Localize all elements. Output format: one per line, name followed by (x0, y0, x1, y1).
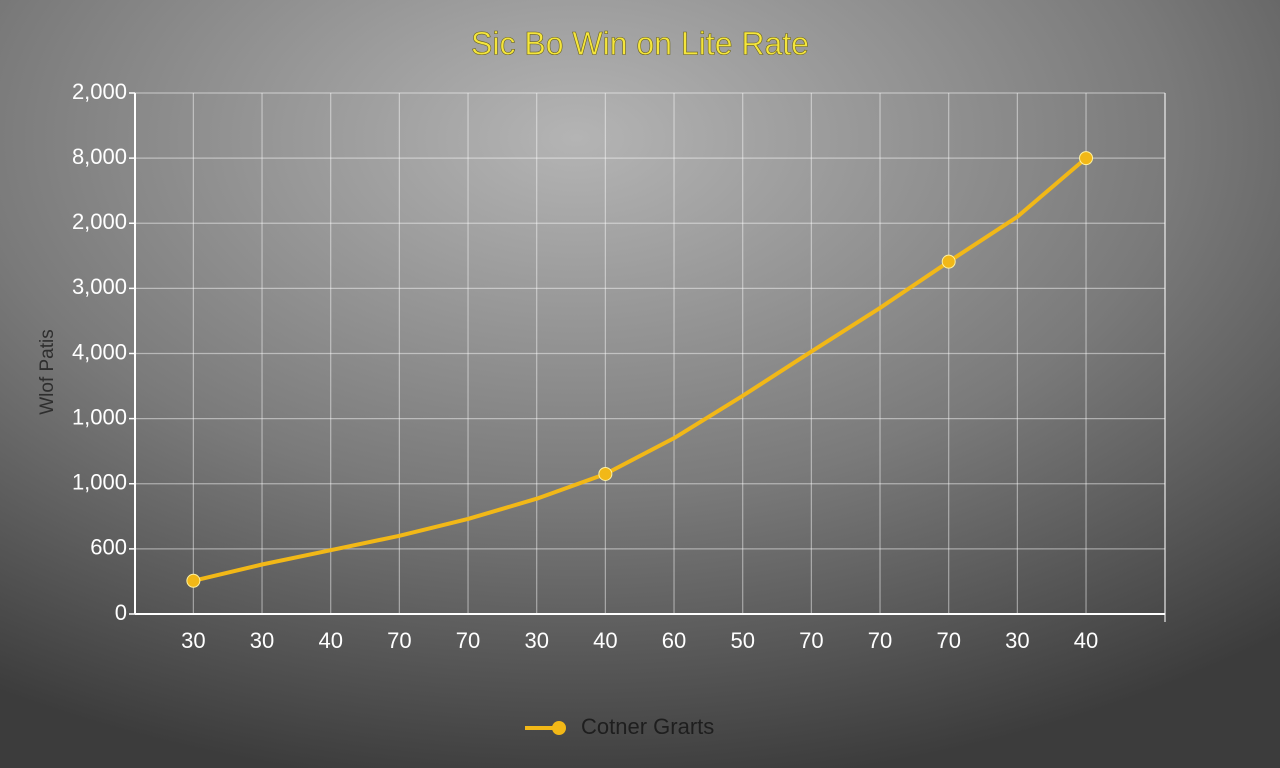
x-tick-label: 60 (662, 628, 686, 653)
x-tick-label: 40 (318, 628, 342, 653)
x-tick-label: 40 (593, 628, 617, 653)
x-tick-label: 70 (799, 628, 823, 653)
y-tick-label: 2,000 (72, 79, 127, 104)
x-tick-label: 30 (250, 628, 274, 653)
y-tick-label: 3,000 (72, 274, 127, 299)
chart-title: Sic Bo Win on Lite Rate (471, 25, 809, 61)
y-tick-label: 2,000 (72, 209, 127, 234)
x-tick-label: 70 (456, 628, 480, 653)
x-tick-label: 70 (868, 628, 892, 653)
y-tick-label: 8,000 (72, 144, 127, 169)
point (186, 573, 201, 588)
y-tick-label: 1,000 (72, 470, 127, 495)
x-tick-label: 70 (387, 628, 411, 653)
line (191, 156, 1089, 583)
x-tick-label: 30 (524, 628, 548, 653)
x-tick-label: 70 (936, 628, 960, 653)
legend-marker (552, 721, 566, 735)
point (1079, 151, 1094, 166)
y-tick-label: 4,000 (72, 339, 127, 364)
y-tick-label: 0 (115, 600, 127, 625)
x-tick-label: 30 (1005, 628, 1029, 653)
legend-label: Cotner Grarts (581, 714, 714, 739)
x-tick-label: 30 (181, 628, 205, 653)
y-axis-label: Wlof Patis (37, 329, 58, 415)
point (941, 254, 956, 269)
x-tick-label: 40 (1074, 628, 1098, 653)
point (598, 466, 613, 481)
y-tick-label: 600 (90, 535, 127, 560)
y-tick-label: 1,000 (72, 404, 127, 429)
x-tick-label: 50 (730, 628, 754, 653)
